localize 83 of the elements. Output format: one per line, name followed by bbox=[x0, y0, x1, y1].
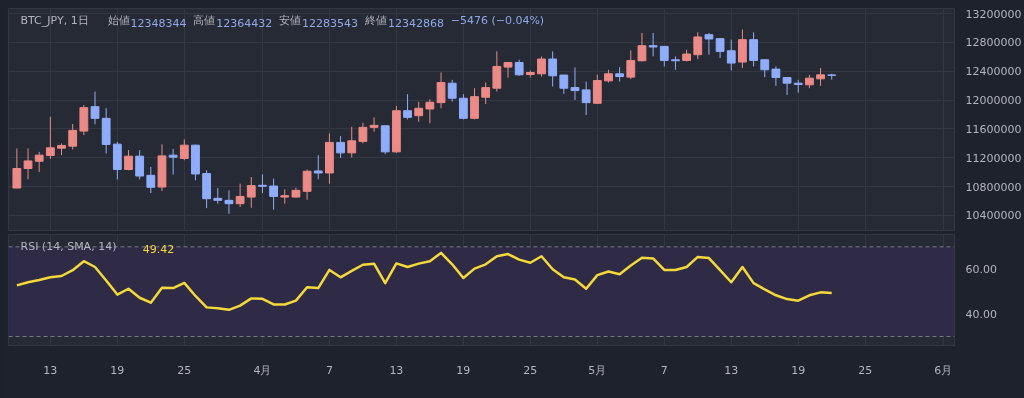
candlestick bbox=[302, 169, 312, 201]
candlestick bbox=[738, 29, 747, 69]
candlestick bbox=[403, 93, 412, 120]
candlestick bbox=[492, 50, 502, 93]
x-tick-label: 25 bbox=[177, 363, 192, 377]
x-tick-label: 5月 bbox=[588, 363, 607, 377]
candlestick bbox=[581, 81, 591, 116]
candlestick bbox=[146, 166, 156, 194]
candlestick bbox=[369, 116, 379, 133]
candlestick bbox=[503, 61, 513, 79]
candlestick bbox=[34, 151, 44, 173]
candlestick bbox=[269, 178, 279, 211]
candlestick bbox=[671, 55, 680, 71]
y-tick-label: 60.00 bbox=[965, 263, 997, 277]
candlestick bbox=[135, 149, 145, 180]
candlestick bbox=[592, 74, 602, 105]
candlestick bbox=[358, 122, 368, 144]
y-tick-label: 10800000 bbox=[965, 180, 1022, 194]
candlestick bbox=[90, 91, 100, 125]
x-tick-label: 25 bbox=[858, 363, 873, 377]
y-tick-label: 40.00 bbox=[965, 308, 997, 322]
candlestick bbox=[246, 176, 256, 209]
x-tick-label: 6月 bbox=[934, 363, 953, 377]
candlestick bbox=[347, 126, 357, 158]
candlestick bbox=[470, 87, 479, 120]
candlestick bbox=[749, 31, 758, 67]
candlestick bbox=[336, 135, 345, 159]
x-tick-label: 19 bbox=[791, 363, 806, 377]
x-tick-label: 13 bbox=[43, 363, 58, 377]
candlestick bbox=[458, 93, 468, 120]
x-tick-label: 19 bbox=[456, 363, 471, 377]
candlestick bbox=[693, 31, 703, 60]
candlestick bbox=[537, 55, 546, 78]
candlestick bbox=[771, 65, 781, 87]
candlestick bbox=[235, 183, 245, 208]
x-tick-label: 4月 bbox=[253, 363, 272, 377]
candlestick bbox=[559, 74, 569, 95]
candlestick bbox=[414, 101, 424, 123]
candlestick bbox=[715, 37, 725, 59]
candlestick bbox=[313, 154, 323, 180]
text: RSI (14, SMA, 14) bbox=[20, 239, 117, 253]
annotation: 安値12283543 bbox=[279, 13, 359, 30]
annotation: 高値12364432 bbox=[193, 13, 273, 30]
candlestick bbox=[425, 98, 435, 124]
x-tick-label: 7 bbox=[325, 363, 333, 377]
x-tick-label: 25 bbox=[523, 363, 538, 377]
candlestick bbox=[45, 116, 55, 160]
y-tick-label: 12000000 bbox=[965, 94, 1022, 108]
candlestick bbox=[782, 76, 792, 96]
text: BTC_JPY, 1日 bbox=[20, 13, 89, 27]
candlestick bbox=[436, 72, 446, 109]
y-tick-label: 10400000 bbox=[965, 209, 1022, 223]
y-tick-label: 11200000 bbox=[965, 151, 1022, 165]
x-tick-label: 13 bbox=[389, 363, 404, 377]
candlestick bbox=[168, 148, 178, 176]
candlestick bbox=[447, 79, 457, 103]
candlestick bbox=[179, 138, 189, 161]
candlestick bbox=[68, 123, 78, 150]
candlestick bbox=[12, 147, 22, 189]
candlestick bbox=[481, 82, 491, 105]
candlestick bbox=[704, 32, 714, 56]
annotation: 始値12348344 bbox=[107, 13, 187, 30]
x-tick-label: 19 bbox=[110, 363, 125, 377]
y-tick-label: 11600000 bbox=[965, 122, 1022, 136]
candlestick bbox=[258, 173, 267, 194]
candlestick bbox=[79, 104, 89, 136]
y-tick-label: 12800000 bbox=[965, 36, 1022, 50]
candlestick bbox=[23, 147, 33, 180]
candlestick bbox=[648, 32, 658, 57]
candlestick bbox=[637, 32, 647, 62]
candlestick bbox=[224, 189, 234, 215]
candlestick bbox=[570, 66, 580, 101]
line-series bbox=[15, 251, 833, 312]
candlestick bbox=[626, 49, 636, 80]
y-tick-label: 13200000 bbox=[965, 7, 1022, 21]
annotation: −5476 (−0.04%) bbox=[450, 13, 545, 27]
candlestick bbox=[726, 39, 736, 71]
y-tick-label: 12400000 bbox=[965, 65, 1022, 79]
annotation: 49.42 bbox=[142, 242, 175, 256]
annotation: 終値12342868 bbox=[363, 13, 444, 30]
x-tick-label: 7 bbox=[660, 363, 668, 377]
x-tick-label: 13 bbox=[724, 363, 739, 377]
candlestick bbox=[548, 50, 558, 88]
